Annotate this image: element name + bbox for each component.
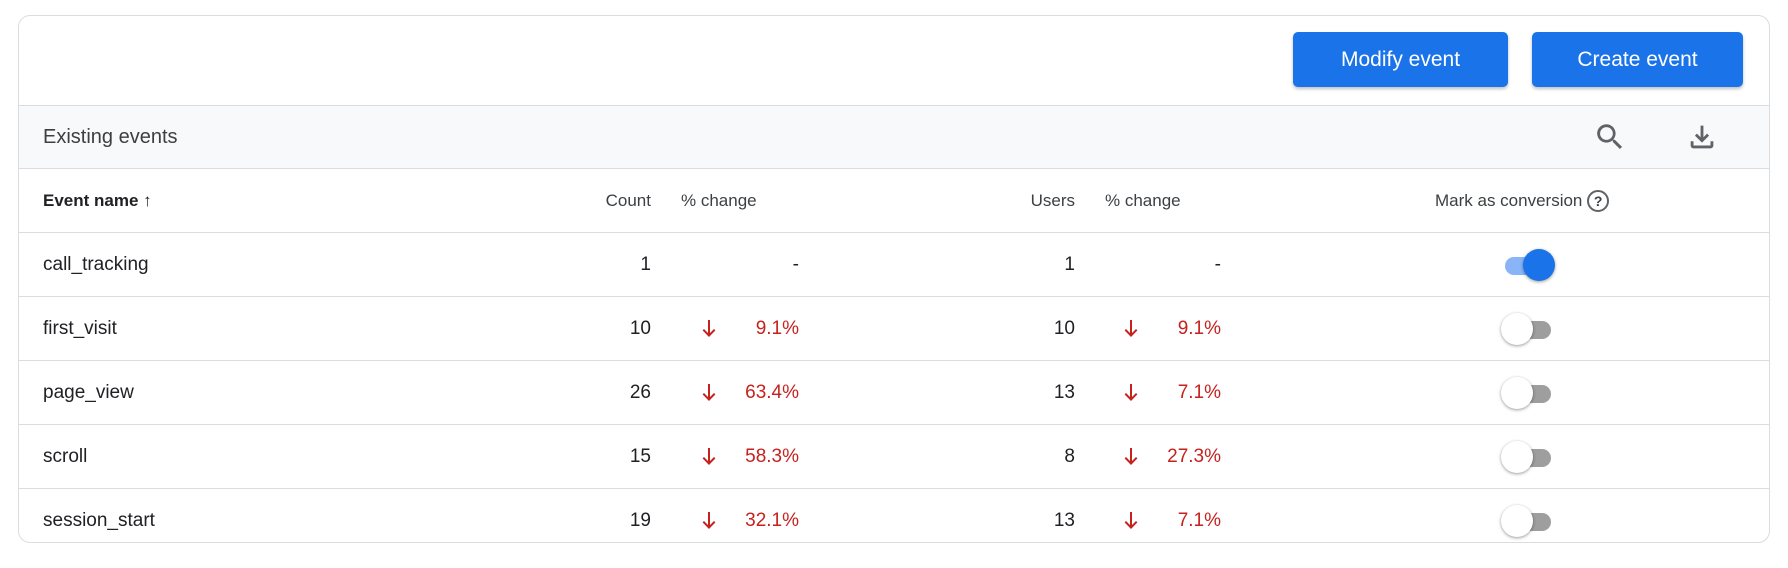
modify-event-button[interactable]: Modify event bbox=[1293, 32, 1508, 87]
conversion-toggle[interactable] bbox=[1501, 312, 1555, 346]
arrow-down-icon bbox=[1124, 319, 1138, 337]
search-icon[interactable] bbox=[1593, 120, 1627, 154]
users-count: 1 bbox=[1064, 253, 1075, 275]
users-count: 8 bbox=[1064, 445, 1075, 467]
column-users-change[interactable]: % change bbox=[1105, 190, 1181, 210]
column-header-row: Event name ↑ Count % change Users % chan… bbox=[19, 169, 1769, 233]
users-change-arrow bbox=[1123, 318, 1139, 340]
count-change: 58.3% bbox=[745, 445, 799, 467]
count-change: 9.1% bbox=[755, 317, 799, 339]
count-change: 32.1% bbox=[745, 509, 799, 531]
download-icon[interactable] bbox=[1685, 120, 1719, 154]
event-count: 15 bbox=[629, 445, 651, 467]
conversion-toggle[interactable] bbox=[1501, 376, 1555, 410]
count-change: 63.4% bbox=[745, 381, 799, 403]
event-count: 26 bbox=[629, 381, 651, 403]
count-change-arrow bbox=[701, 446, 717, 468]
arrow-down-icon bbox=[702, 447, 716, 465]
table-row: session_start 19 32.1% 13 7.1% bbox=[19, 489, 1769, 542]
column-conversion: Mark as conversion ? bbox=[1435, 189, 1610, 212]
toggle-knob bbox=[1501, 504, 1533, 537]
users-change: 7.1% bbox=[1177, 509, 1221, 531]
arrow-down-icon bbox=[702, 383, 716, 401]
table-row: page_view 26 63.4% 13 7.1% bbox=[19, 361, 1769, 425]
column-conversion-label: Mark as conversion bbox=[1435, 190, 1583, 210]
users-change-arrow bbox=[1123, 510, 1139, 532]
arrow-down-icon bbox=[702, 319, 716, 337]
table-row: call_tracking 1 - 1 - bbox=[19, 233, 1769, 297]
users-count: 13 bbox=[1053, 509, 1075, 531]
conversion-toggle[interactable] bbox=[1501, 504, 1555, 538]
arrow-down-icon bbox=[1124, 447, 1138, 465]
count-change-arrow bbox=[701, 318, 717, 340]
toggle-knob bbox=[1523, 248, 1555, 281]
users-count: 10 bbox=[1053, 317, 1075, 339]
events-card: Modify event Create event Existing event… bbox=[18, 15, 1770, 543]
event-name[interactable]: session_start bbox=[43, 509, 155, 531]
column-count-change[interactable]: % change bbox=[681, 190, 757, 210]
event-name[interactable]: scroll bbox=[43, 445, 88, 467]
conversion-toggle[interactable] bbox=[1501, 440, 1555, 474]
users-change: 7.1% bbox=[1177, 381, 1221, 403]
event-name[interactable]: call_tracking bbox=[43, 253, 149, 275]
create-event-button[interactable]: Create event bbox=[1532, 32, 1743, 87]
users-change-arrow bbox=[1123, 446, 1139, 468]
arrow-down-icon bbox=[1124, 511, 1138, 529]
event-name[interactable]: page_view bbox=[43, 381, 134, 403]
column-count[interactable]: Count bbox=[605, 190, 651, 210]
users-change-arrow bbox=[1123, 382, 1139, 404]
toggle-knob bbox=[1501, 376, 1533, 409]
count-change: - bbox=[792, 253, 799, 275]
section-header: Existing events bbox=[19, 105, 1769, 169]
users-count: 13 bbox=[1053, 381, 1075, 403]
event-count: 10 bbox=[629, 317, 651, 339]
toggle-knob bbox=[1501, 312, 1533, 345]
help-icon[interactable]: ? bbox=[1587, 189, 1610, 212]
sort-ascending-icon: ↑ bbox=[143, 190, 152, 210]
arrow-down-icon bbox=[1124, 383, 1138, 401]
table-row: first_visit 10 9.1% 10 9.1% bbox=[19, 297, 1769, 361]
table-row: scroll 15 58.3% 8 27.3% bbox=[19, 425, 1769, 489]
arrow-down-icon bbox=[702, 511, 716, 529]
users-change: - bbox=[1214, 253, 1221, 275]
column-event-name-label: Event name bbox=[43, 190, 139, 210]
count-change-arrow bbox=[701, 510, 717, 532]
section-title: Existing events bbox=[43, 126, 178, 148]
event-count: 1 bbox=[640, 253, 651, 275]
event-name[interactable]: first_visit bbox=[43, 317, 117, 339]
count-change-arrow bbox=[701, 382, 717, 404]
column-users[interactable]: Users bbox=[1030, 190, 1075, 210]
toggle-knob bbox=[1501, 440, 1533, 473]
event-count: 19 bbox=[629, 509, 651, 531]
users-change: 27.3% bbox=[1167, 445, 1221, 467]
conversion-toggle[interactable] bbox=[1501, 248, 1555, 282]
column-event-name[interactable]: Event name ↑ bbox=[43, 191, 152, 211]
users-change: 9.1% bbox=[1177, 317, 1221, 339]
